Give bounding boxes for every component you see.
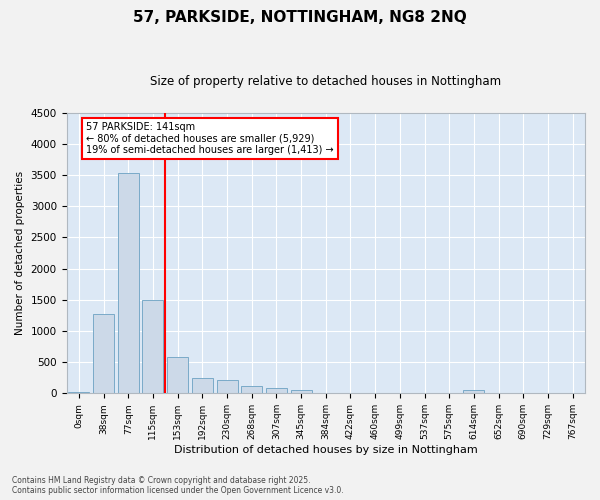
Text: 57, PARKSIDE, NOTTINGHAM, NG8 2NQ: 57, PARKSIDE, NOTTINGHAM, NG8 2NQ [133, 10, 467, 25]
X-axis label: Distribution of detached houses by size in Nottingham: Distribution of detached houses by size … [174, 445, 478, 455]
Bar [167, 357, 188, 394]
Y-axis label: Number of detached properties: Number of detached properties [15, 171, 25, 335]
Bar [142, 300, 163, 394]
Bar [192, 378, 213, 394]
Text: 57 PARKSIDE: 141sqm
← 80% of detached houses are smaller (5,929)
19% of semi-det: 57 PARKSIDE: 141sqm ← 80% of detached ho… [86, 122, 334, 156]
Bar [217, 380, 238, 394]
Bar [266, 388, 287, 394]
Bar [290, 390, 311, 394]
Title: Size of property relative to detached houses in Nottingham: Size of property relative to detached ho… [150, 75, 502, 88]
Bar [315, 392, 336, 394]
Bar [68, 392, 89, 394]
Bar [118, 174, 139, 394]
Text: Contains HM Land Registry data © Crown copyright and database right 2025.
Contai: Contains HM Land Registry data © Crown c… [12, 476, 344, 495]
Bar [93, 314, 114, 394]
Bar [463, 390, 484, 394]
Bar [241, 386, 262, 394]
